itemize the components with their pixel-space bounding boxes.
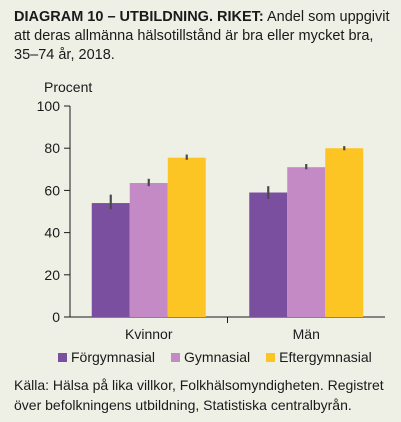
legend-label: Eftergymnasial — [279, 349, 372, 365]
y-tick-label-100: 100 — [37, 98, 61, 114]
bar-män-eftergymnasial — [325, 148, 364, 317]
y-tick-label-0: 0 — [52, 309, 60, 325]
y-tick-label-60: 60 — [44, 182, 60, 198]
legend: Förgymnasial Gymnasial Eftergymnasial — [58, 349, 372, 365]
y-tick-label-20: 20 — [44, 267, 60, 283]
y-tick-label-40: 40 — [44, 225, 60, 241]
bar-kvinnor-eftergymnasial — [167, 157, 206, 317]
legend-item-eftergymnasial: Eftergymnasial — [266, 349, 372, 365]
legend-item-förgymnasial: Förgymnasial — [58, 349, 155, 365]
bar-chart: 0 20 40 60 80 100 Kvinnor Män — [37, 98, 385, 342]
y-axis-label: Procent — [44, 79, 93, 95]
y-tick-label-80: 80 — [44, 140, 60, 156]
source-note: Källa: Hälsa på lika villkor, Folkhälsom… — [14, 377, 384, 413]
chart-title: DIAGRAM 10 – UTBILDNING. RIKET: Andel so… — [14, 8, 392, 65]
bar-män-gymnasial — [287, 167, 326, 317]
legend-swatch — [58, 352, 67, 362]
chart-title-rest: Andel som uppgivit att deras allmänna hä… — [14, 9, 390, 63]
legend-item-gymnasial: Gymnasial — [171, 349, 250, 365]
legend-label: Gymnasial — [184, 349, 251, 365]
x-tick-label-män: Män — [293, 326, 320, 342]
bar-kvinnor-gymnasial — [129, 183, 168, 317]
legend-label: Förgymnasial — [71, 349, 156, 365]
x-tick-label-kvinnor: Kvinnor — [125, 326, 173, 342]
legend-swatch — [171, 352, 181, 362]
legend-swatch — [266, 352, 276, 362]
bar-män-förgymnasial — [249, 192, 288, 317]
chart-title-bold: DIAGRAM 10 – UTBILDNING. RIKET: — [14, 9, 264, 25]
bar-kvinnor-förgymnasial — [91, 203, 130, 317]
